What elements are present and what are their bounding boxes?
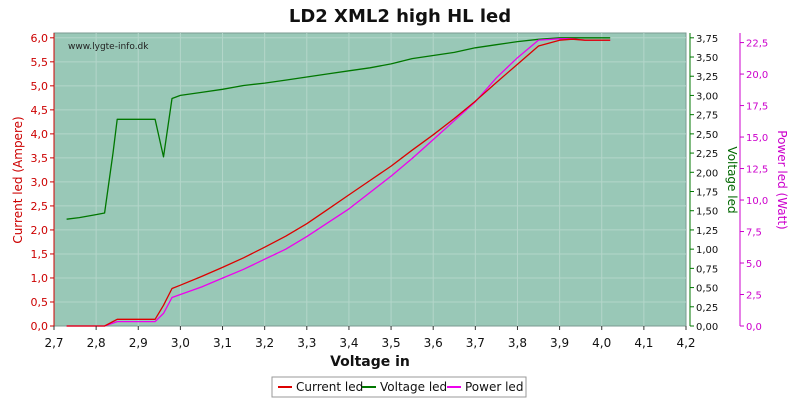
y1-tick-label: 4,5	[31, 104, 49, 117]
y3-tick-label: 7,5	[746, 228, 762, 239]
legend: Current led Voltage led Power led	[271, 376, 527, 398]
y2-tick-label: 0,75	[696, 264, 718, 275]
y2-tick-label: 1,50	[696, 207, 718, 218]
y2-tick-label: 1,25	[696, 226, 718, 237]
legend-item-current: Current led	[278, 380, 363, 394]
y1-axis-label: Current led (Ampere)	[11, 116, 25, 243]
y3-tick-label: 17,5	[746, 102, 768, 113]
x-axis-label: Voltage in	[330, 354, 410, 370]
y1-tick-label: 3,5	[31, 152, 49, 165]
x-tick-label: 3,6	[424, 336, 443, 350]
y1-tick-label: 2,0	[31, 224, 49, 237]
y1-tick-label: 0,5	[31, 296, 49, 309]
y3-tick-label: 22,5	[746, 39, 768, 50]
grid	[54, 33, 686, 326]
y1-tick-label: 6,0	[31, 32, 49, 45]
y2-tick-label: 2,00	[696, 168, 718, 179]
legend-item-voltage: Voltage led	[362, 380, 447, 394]
legend-label-current: Current led	[296, 380, 363, 394]
y3-axis-label: Power led (Watt)	[775, 130, 789, 229]
y-axis-current: 0,0 0,5 1,0 1,5 2,0 2,5 3,0 3,5 4,0 4,5 5,0 5,5 6,0	[31, 32, 55, 333]
x-tick-label: 3,0	[171, 336, 190, 350]
y1-tick-label: 1,5	[31, 248, 49, 261]
x-tick-label: 4,1	[634, 336, 653, 350]
x-tick-label: 3,2	[255, 336, 274, 350]
x-tick-label: 3,9	[550, 336, 569, 350]
x-tick-label: 2,8	[87, 336, 106, 350]
y2-tick-label: 3,00	[696, 91, 718, 102]
y1-tick-label: 5,0	[31, 80, 49, 93]
y1-tick-label: 3,0	[31, 176, 49, 189]
y1-tick-label: 1,0	[31, 272, 49, 285]
series-line-power-led	[66, 38, 611, 327]
x-tick-label: 3,7	[466, 336, 485, 350]
series-line-current-led	[66, 38, 611, 327]
y1-tick-label: 0,0	[31, 320, 49, 333]
y2-axis-label: Voltage led	[725, 146, 739, 213]
y-axis-voltage: 0,00 0,25 0,50 0,75 1,00 1,25 1,50 1,75 2,00 2,25…	[689, 33, 718, 333]
x-tick-label: 2,9	[129, 336, 148, 350]
y2-tick-label: 0,25	[696, 303, 718, 314]
y2-tick-label: 0,50	[696, 284, 718, 295]
x-tick-label: 3,5	[382, 336, 401, 350]
chart-title: LD2 XML2 high HL led	[289, 6, 511, 27]
y3-tick-label: 5,0	[746, 259, 762, 270]
y2-tick-label: 3,75	[696, 34, 718, 45]
legend-item-power: Power led	[447, 380, 523, 394]
y3-tick-label: 10,0	[746, 196, 768, 207]
plot-area	[53, 32, 687, 327]
series-line-voltage-led	[66, 37, 611, 220]
legend-box	[271, 376, 527, 398]
x-tick-label: 4,2	[676, 336, 695, 350]
y2-tick-label: 3,50	[696, 53, 718, 64]
y2-tick-label: 3,25	[696, 72, 718, 83]
x-tick-label: 3,8	[508, 336, 527, 350]
y2-tick-label: 0,00	[696, 322, 718, 333]
y1-tick-label: 4,0	[31, 128, 49, 141]
y2-tick-label: 2,75	[696, 111, 718, 122]
y3-tick-label: 12,5	[746, 165, 768, 176]
y1-tick-label: 2,5	[31, 200, 49, 213]
x-tick-label: 2,7	[44, 336, 63, 350]
x-tick-label: 3,3	[297, 336, 316, 350]
x-axis: 2,7 2,8 2,9 3,0 3,1 3,2 3,3 3,4 3,5 3,6 3,7 3,8 3,9 4…	[44, 326, 696, 350]
y3-tick-label: 20,0	[746, 70, 768, 81]
x-tick-label: 4,0	[592, 336, 611, 350]
y1-tick-label: 5,5	[31, 56, 49, 69]
y2-tick-label: 1,75	[696, 188, 718, 199]
series-layer	[66, 37, 611, 327]
y2-tick-label: 1,00	[696, 245, 718, 256]
y3-tick-label: 2,5	[746, 291, 762, 302]
y2-tick-label: 2,50	[696, 130, 718, 141]
x-tick-label: 3,1	[213, 336, 232, 350]
legend-label-voltage: Voltage led	[380, 380, 447, 394]
y3-tick-label: 15,0	[746, 133, 768, 144]
watermark: www.lygte-info.dk	[68, 42, 149, 52]
y-axis-power: 0,0 2,5 5,0 7,5 10,0 12,5 15,0 17,5 20,0 22,5	[739, 33, 768, 333]
y3-tick-label: 0,0	[746, 322, 762, 333]
x-tick-label: 3,4	[339, 336, 358, 350]
legend-label-power: Power led	[465, 380, 523, 394]
y2-tick-label: 2,25	[696, 149, 718, 160]
